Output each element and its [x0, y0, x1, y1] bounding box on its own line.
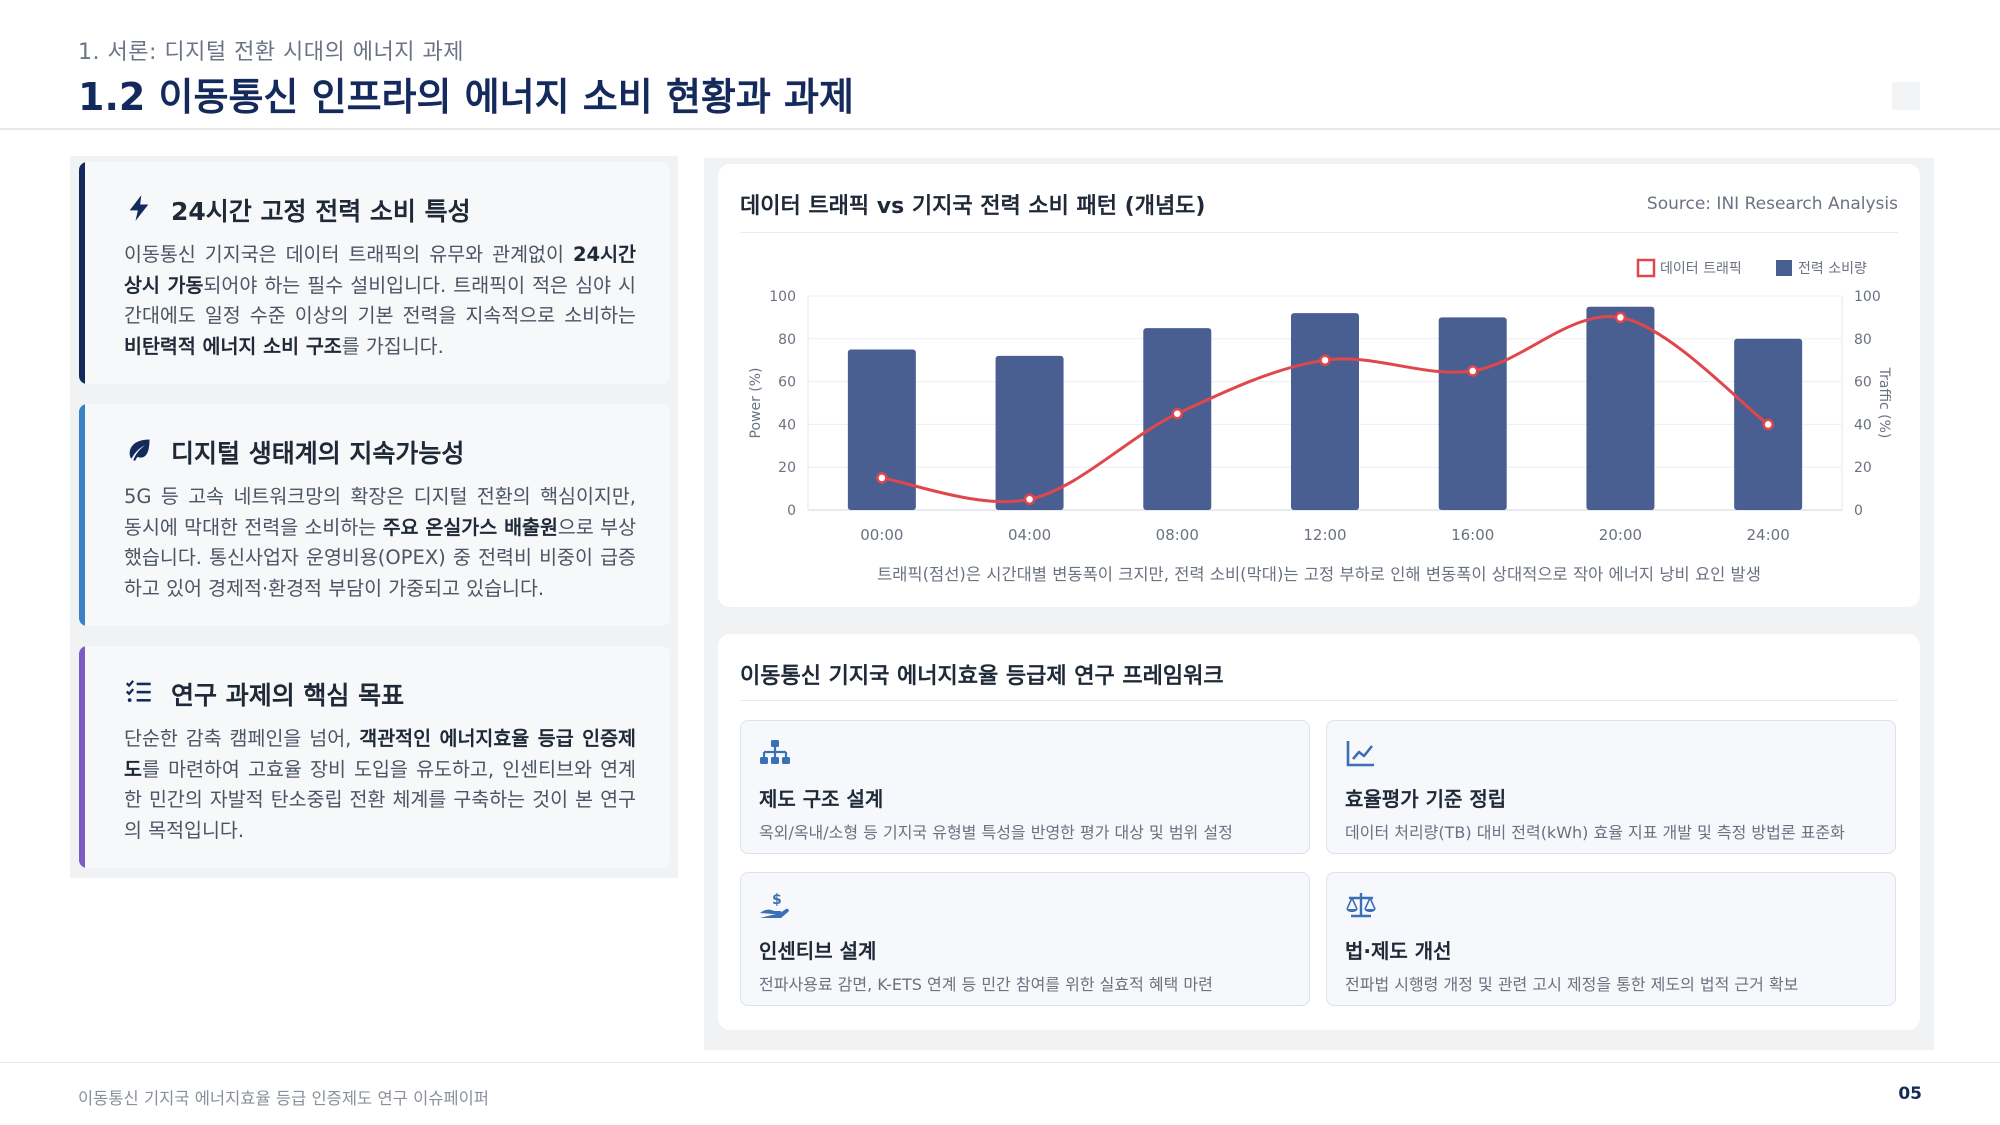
footer-divider	[0, 1062, 2000, 1063]
card-fixed-power: 24시간 고정 전력 소비 특성 이동통신 기지국은 데이터 트래픽의 유무와 …	[79, 162, 670, 384]
hierarchy-icon	[760, 740, 790, 764]
y-tick-label: 80	[778, 332, 796, 348]
traffic-point	[1466, 365, 1479, 377]
y2-tick-label: 0	[1854, 503, 1863, 519]
chart-line-icon	[1346, 741, 1374, 767]
card-title: 디지털 생태계의 지속가능성	[171, 439, 465, 468]
balance-scale-icon	[1346, 893, 1376, 918]
page-number: 05	[1898, 1084, 1922, 1104]
traffic-point	[1171, 407, 1184, 420]
framework-card: 이동통신 기지국 에너지효율 등급제 연구 프레임워크 제도 구조 설계 옥외/…	[718, 634, 1920, 1030]
card-accent-bar	[79, 162, 85, 384]
y-tick-label: 100	[769, 289, 796, 305]
y-tick-label: 40	[778, 417, 796, 433]
chart-source: Source: INI Research Analysis	[1646, 194, 1898, 214]
y-tick-label: 0	[787, 503, 796, 519]
framework-item-desc: 전파법 시행령 개정 및 관련 고시 제정을 통한 제도의 법적 근거 확보	[1345, 975, 1799, 994]
traffic-point	[1614, 311, 1627, 324]
framework-item-title: 법·제도 개선	[1345, 939, 1452, 963]
x-tick-label: 24:00	[1747, 526, 1790, 544]
card-accent-bar	[79, 404, 85, 626]
legend-swatch-traffic	[1636, 258, 1656, 278]
legend-swatch-power	[1776, 260, 1792, 276]
traffic-point	[1023, 493, 1036, 506]
y-axis-label: Power (%)	[748, 367, 764, 438]
y2-tick-label: 80	[1854, 332, 1872, 348]
y2-tick-label: 20	[1854, 460, 1872, 476]
x-tick-label: 16:00	[1451, 526, 1494, 544]
chart-plot: 0 0 20 20 40 40 60 60 80 80 100 100 Power (%) Traffic…	[748, 258, 1892, 544]
framework-title: 이동통신 기지국 에너지효율 등급제 연구 프레임워크	[740, 664, 1224, 689]
right-panel: 데이터 트래픽 vs 기지국 전력 소비 패턴 (개념도) Source: IN…	[704, 158, 1934, 1050]
power-bar	[995, 355, 1064, 510]
x-tick-label: 12:00	[1303, 526, 1346, 544]
body-text: 단순한 감축 캠페인을 넘어,	[124, 727, 360, 750]
chart-caption: 트래픽(점선)은 시간대별 변동폭이 크지만, 전력 소비(막대)는 고정 부하…	[877, 565, 1761, 584]
left-panel: 24시간 고정 전력 소비 특성 이동통신 기지국은 데이터 트래픽의 유무와 …	[70, 156, 678, 878]
power-bar	[1438, 317, 1507, 510]
card-sustainability: 디지털 생태계의 지속가능성 5G 등 고속 네트워크망의 확장은 디지털 전환…	[79, 404, 670, 626]
x-tick-label: 20:00	[1599, 526, 1642, 544]
emphasis-text: 24시간 상시 가동	[124, 243, 636, 297]
x-tick-label: 04:00	[1008, 526, 1051, 544]
y2-tick-label: 100	[1854, 289, 1881, 305]
chart-title: 데이터 트래픽 vs 기지국 전력 소비 패턴 (개념도)	[740, 194, 1206, 219]
traffic-point	[876, 472, 888, 484]
card-body: 5G 등 고속 네트워크망의 확장은 디지털 전환의 핵심이지만, 동시에 막대…	[124, 482, 636, 604]
power-bar	[1586, 306, 1655, 510]
checklist-icon	[125, 680, 151, 703]
body-text: 5G 등 고속 네트워크망의 확장은 디지털 전환의 핵심이지만, 동시에 막대…	[124, 485, 636, 539]
card-body: 단순한 감축 캠페인을 넘어, 객관적인 에너지효율 등급 인증제도를 마련하여…	[124, 724, 636, 846]
emphasis-text: 주요 온실가스 배출원	[382, 515, 558, 539]
framework-item-criteria: 효율평가 기준 정립 데이터 처리량(TB) 대비 전력(kWh) 효율 지표 …	[1326, 720, 1896, 854]
y2-tick-label: 60	[1854, 375, 1872, 391]
traffic-point	[1762, 418, 1774, 431]
body-text: 를 마련하여 고효율 장비 도입을 유도하고, 인센티브와 연계한 민간의 자발…	[124, 757, 636, 842]
leaf-icon	[129, 439, 150, 461]
body-text: 되어야 하는 필수 설비입니다. 트래픽이 적은 심야 시간대에도 일정 수준 …	[124, 273, 636, 328]
y2-tick-label: 40	[1854, 417, 1872, 433]
body-text: 를 가집니다.	[341, 334, 444, 358]
footer-text: 이동통신 기지국 에너지효율 등급 인증제도 연구 이슈페이퍼	[78, 1089, 489, 1108]
legend-label-traffic: 데이터 트래픽	[1660, 261, 1742, 277]
chart-card: 데이터 트래픽 vs 기지국 전력 소비 패턴 (개념도) Source: IN…	[718, 164, 1920, 607]
page-title: 1.2 이동통신 인프라의 에너지 소비 현황과 과제	[78, 75, 854, 119]
body-text: 으로 부상했습니다. 통신사업자 운영비용(OPEX) 중 전력비 비중이 급증…	[124, 515, 637, 600]
card-title: 24시간 고정 전력 소비 특성	[171, 197, 471, 226]
emphasis-text: 객관적인 에너지효율 등급 인증제도	[124, 727, 636, 781]
corner-decoration	[1892, 82, 1920, 110]
framework-item-desc: 옥외/옥내/소형 등 기지국 유형별 특성을 반영한 평가 대상 및 범위 설정	[759, 823, 1233, 842]
header-divider	[0, 128, 2000, 130]
bolt-icon	[129, 195, 149, 221]
framework-title-divider	[740, 700, 1898, 701]
y2-axis-label: Traffic (%)	[1876, 367, 1892, 439]
y-tick-label: 60	[778, 375, 796, 391]
power-bar	[847, 349, 916, 510]
framework-item-desc: 전파사용료 감면, K-ETS 연계 등 민간 참여를 위한 실효적 혜택 마련	[759, 975, 1213, 994]
card-body: 이동통신 기지국은 데이터 트래픽의 유무와 관계없이 24시간 상시 가동되어…	[124, 240, 636, 362]
framework-item-desc: 데이터 처리량(TB) 대비 전력(kWh) 효율 지표 개발 및 측정 방법론…	[1345, 823, 1845, 842]
card-accent-bar	[79, 646, 85, 868]
body-text: 이동통신 기지국은 데이터 트래픽의 유무와 관계없이	[124, 243, 573, 266]
legend-label-power: 전력 소비량	[1798, 261, 1867, 277]
traffic-point	[1319, 354, 1331, 366]
chart-title-divider	[740, 232, 1898, 233]
card-title: 연구 과제의 핵심 목표	[171, 681, 405, 710]
framework-item-title: 인센티브 설계	[759, 939, 877, 963]
power-bar	[1291, 313, 1359, 510]
framework-item-law: 법·제도 개선 전파법 시행령 개정 및 관련 고시 제정을 통한 제도의 법적…	[1326, 872, 1896, 1006]
framework-item-incentive: $ 인센티브 설계 전파사용료 감면, K-ETS 연계 등 민간 참여를 위한…	[740, 872, 1310, 1006]
framework-item-structure: 제도 구조 설계 옥외/옥내/소형 등 기지국 유형별 특성을 반영한 평가 대…	[740, 720, 1310, 854]
framework-item-title: 효율평가 기준 정립	[1345, 787, 1507, 811]
x-tick-label: 00:00	[860, 526, 903, 544]
card-research-goal: 연구 과제의 핵심 목표 단순한 감축 캠페인을 넘어, 객관적인 에너지효율 …	[79, 646, 670, 868]
x-tick-label: 08:00	[1156, 526, 1199, 544]
emphasis-text: 비탄력적 에너지 소비 구조	[124, 334, 342, 358]
framework-item-title: 제도 구조 설계	[759, 787, 884, 811]
section-subtitle: 1. 서론: 디지털 전환 시대의 에너지 과제	[78, 40, 464, 65]
svg-text:$: $	[772, 892, 782, 908]
y-tick-label: 20	[778, 460, 796, 476]
hand-dollar-icon: $	[760, 892, 789, 918]
